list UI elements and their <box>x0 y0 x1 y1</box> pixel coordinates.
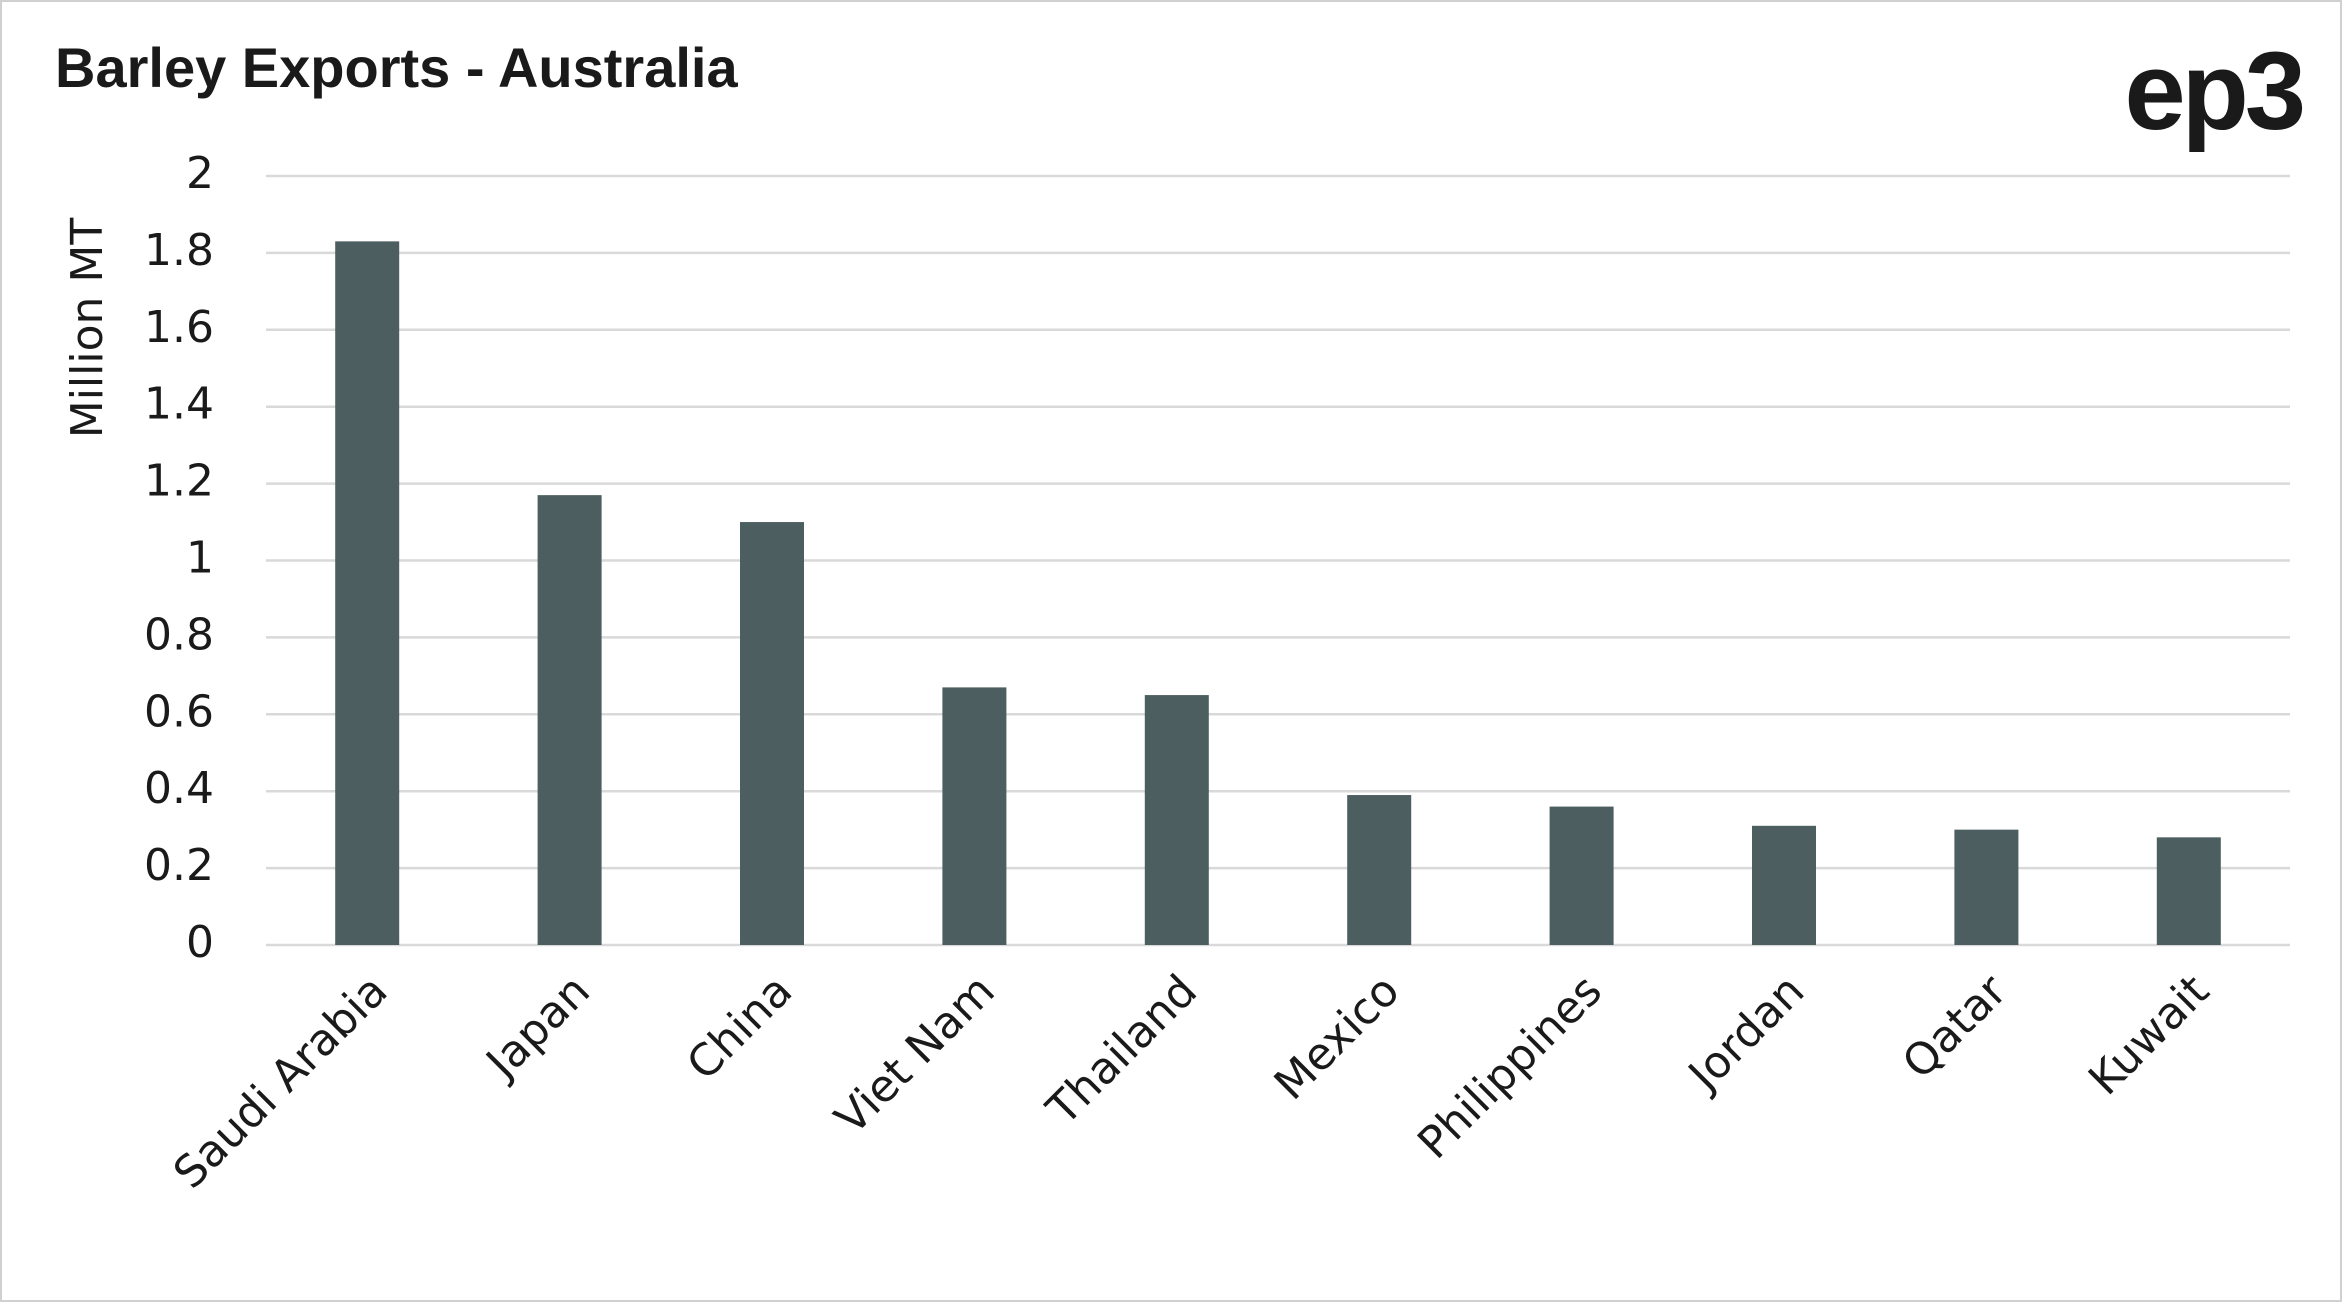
y-tick-label: 0.8 <box>144 609 214 660</box>
bar <box>1954 829 2019 945</box>
bar <box>1549 806 1614 945</box>
y-tick-label: 1.6 <box>144 302 214 353</box>
bar <box>2156 837 2221 945</box>
y-tick-label: 0.2 <box>144 840 214 891</box>
y-tick-label: 0.4 <box>144 763 214 814</box>
chart-title: Barley Exports - Australia <box>55 36 738 99</box>
bar <box>1752 825 1816 945</box>
bar <box>335 241 400 946</box>
y-tick-label: 1.2 <box>144 456 214 507</box>
y-tick-label: 1.8 <box>144 225 214 276</box>
bar <box>1144 695 1209 945</box>
y-tick-label: 1.4 <box>144 379 214 430</box>
bar <box>537 495 602 945</box>
bar <box>740 522 804 945</box>
y-tick-label: 0 <box>186 917 214 968</box>
y-axis-label: Million MT <box>62 218 113 439</box>
y-tick-label: 1 <box>186 533 214 584</box>
bar <box>942 687 1007 945</box>
logo: ep3 <box>2124 30 2302 153</box>
y-tick-label: 2 <box>186 148 214 199</box>
y-tick-label: 0.6 <box>144 686 214 737</box>
bar <box>1347 795 1412 945</box>
